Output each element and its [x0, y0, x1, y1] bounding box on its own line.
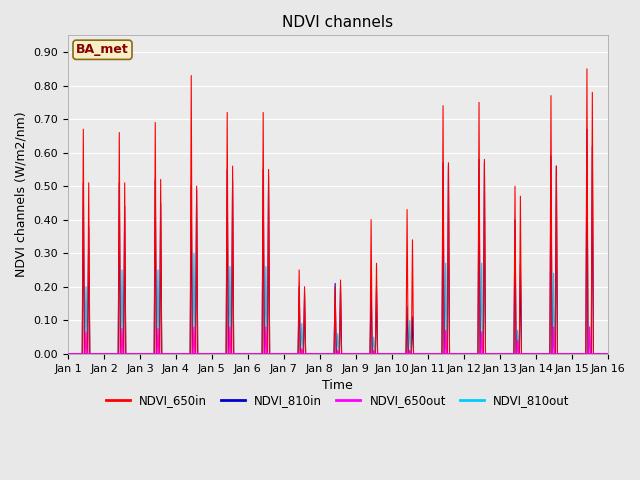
- Legend: NDVI_650in, NDVI_810in, NDVI_650out, NDVI_810out: NDVI_650in, NDVI_810in, NDVI_650out, NDV…: [101, 389, 575, 411]
- X-axis label: Time: Time: [323, 379, 353, 392]
- Y-axis label: NDVI channels (W/m2/nm): NDVI channels (W/m2/nm): [15, 112, 28, 277]
- Text: BA_met: BA_met: [76, 43, 129, 56]
- Title: NDVI channels: NDVI channels: [282, 15, 394, 30]
